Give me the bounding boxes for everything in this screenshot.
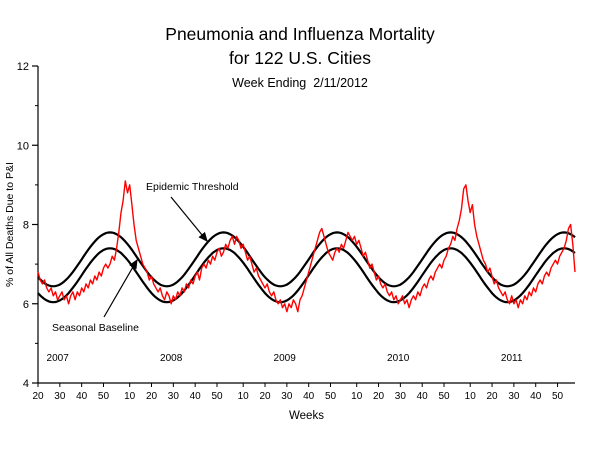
chart-title-line2: for 122 U.S. Cities bbox=[229, 48, 371, 68]
x-tick-label: 30 bbox=[168, 391, 180, 402]
x-tick-label: 30 bbox=[54, 391, 66, 402]
x-tick-label: 50 bbox=[325, 391, 337, 402]
x-tick-label: 40 bbox=[76, 391, 88, 402]
x-tick-label: 50 bbox=[438, 391, 450, 402]
x-tick-label: 10 bbox=[351, 391, 363, 402]
y-tick-label: 6 bbox=[23, 299, 29, 311]
observed-mortality-line bbox=[37, 180, 576, 313]
year-label: 2011 bbox=[501, 353, 523, 364]
y-tick-label: 8 bbox=[23, 220, 29, 232]
year-label: 2010 bbox=[387, 353, 410, 364]
annotation-epidemic-threshold: Epidemic Threshold bbox=[146, 181, 239, 193]
x-tick-label: 20 bbox=[486, 391, 498, 402]
x-tick-label: 50 bbox=[552, 391, 564, 402]
x-tick-label: 50 bbox=[211, 391, 223, 402]
year-label: 2009 bbox=[274, 353, 297, 364]
chart-subtitle: Week Ending 2/11/2012 bbox=[232, 76, 368, 90]
x-tick-label: 30 bbox=[395, 391, 407, 402]
x-tick-label: 30 bbox=[281, 391, 293, 402]
x-tick-label: 20 bbox=[259, 391, 271, 402]
x-tick-label: 30 bbox=[508, 391, 520, 402]
epidemic-threshold-curve bbox=[37, 231, 576, 288]
x-tick-label: 40 bbox=[530, 391, 542, 402]
x-tick-label: 50 bbox=[98, 391, 110, 402]
x-tick-label: 20 bbox=[32, 391, 44, 402]
x-tick-label: 40 bbox=[190, 391, 202, 402]
x-tick-label: 40 bbox=[417, 391, 429, 402]
y-tick-label: 12 bbox=[17, 61, 29, 73]
x-tick-label: 10 bbox=[465, 391, 477, 402]
x-tick-label: 10 bbox=[124, 391, 136, 402]
annotation-seasonal-baseline: Seasonal Baseline bbox=[52, 322, 139, 334]
x-tick-label: 40 bbox=[303, 391, 315, 402]
x-axis-label: Weeks bbox=[289, 410, 324, 422]
y-tick-label: 10 bbox=[17, 140, 29, 152]
annotation-arrow bbox=[103, 258, 138, 318]
x-tick-label: 20 bbox=[146, 391, 158, 402]
chart-title-line1: Pneumonia and Influenza Mortality bbox=[165, 24, 435, 44]
x-tick-label: 20 bbox=[373, 391, 385, 402]
y-tick-label: 4 bbox=[23, 378, 29, 390]
year-label: 2007 bbox=[47, 353, 70, 364]
seasonal-baseline-curve bbox=[37, 247, 576, 304]
year-label: 2008 bbox=[160, 353, 183, 364]
x-tick-label: 10 bbox=[238, 391, 250, 402]
chart-header: Pneumonia and Influenza Mortality for 12… bbox=[0, 22, 600, 92]
annotation-arrow bbox=[170, 196, 208, 242]
